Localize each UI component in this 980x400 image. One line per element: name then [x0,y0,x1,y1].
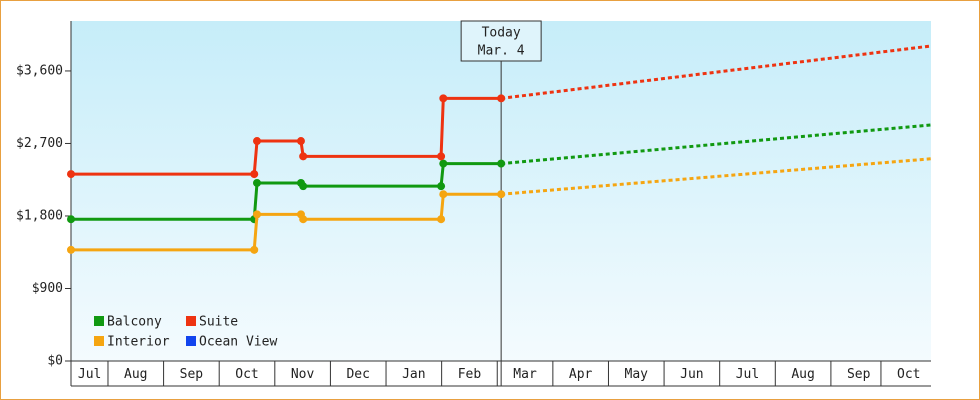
point [497,190,506,199]
x-tick-label: Mar [513,367,537,382]
today-box [460,20,542,62]
x-tick-label: Aug [791,367,814,382]
y-tick-label: $0 [47,354,63,369]
x-tick-label: Sep [180,367,204,382]
y-tick-label: $1,800 [16,208,63,223]
x-tick-label: Jul [736,367,759,382]
legend-swatch [186,336,196,346]
point [67,170,75,179]
point [67,215,75,224]
x-tick-label: Nov [291,367,315,382]
y-tick-label: $3,600 [16,63,63,78]
point [250,245,259,254]
point [437,152,446,161]
x-tick-label: May [625,367,649,382]
legend-label: Ocean View [199,335,277,350]
x-tick-label: Dec [346,367,369,382]
forecast-line [501,123,932,166]
y-tick-label: $2,700 [16,136,63,151]
today-label: Today [482,26,521,41]
point [253,210,262,219]
point [437,215,446,224]
x-tick-label: Aug [124,367,147,382]
point [439,159,448,168]
point [67,245,75,254]
series-line [71,96,502,176]
point [439,190,448,199]
x-tick-label: Apr [569,367,593,382]
legend-swatch [186,316,196,326]
point [439,94,448,103]
legend-label: Balcony [107,315,162,330]
x-tick-label: Oct [897,367,920,382]
x-tick-label: Jun [680,367,703,382]
forecast-line [500,44,932,100]
x-tick-label: Jul [78,367,101,382]
point [253,178,262,187]
point [299,215,308,224]
x-tick-label: Feb [458,367,482,382]
y-tick-label: $900 [32,281,63,296]
x-tick-label: Sep [847,367,871,382]
legend-label: Suite [199,315,238,330]
x-tick-label: Jan [402,367,425,382]
point [299,182,308,191]
point [299,152,308,161]
point [250,170,259,179]
point [497,94,506,103]
point [253,137,262,146]
today-date: Mar. 4 [478,44,525,59]
legend-swatch [94,336,104,346]
point [497,159,506,168]
legend-label: Interior [107,335,170,350]
legend-swatch [94,316,104,326]
x-tick-label: Oct [235,367,258,382]
point [296,137,305,146]
point [437,182,446,191]
forecast-line [501,157,932,196]
